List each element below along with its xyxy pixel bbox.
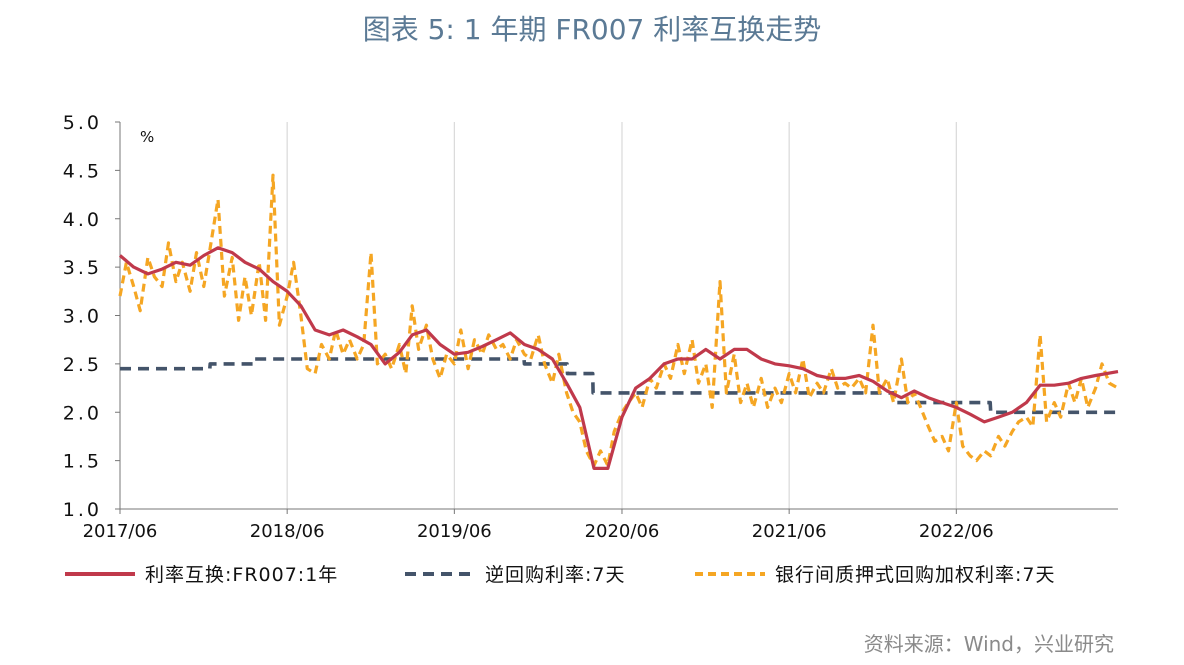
y-tick-label: 4.0 <box>63 209 102 231</box>
legend-label-2: 银行间质押式回购加权利率:7天 <box>775 564 1056 586</box>
x-tick-label: 2020/06 <box>585 521 660 542</box>
x-tick-label: 2018/06 <box>250 521 325 542</box>
legend-label-1: 逆回购利率:7天 <box>485 564 626 586</box>
x-tick-label: 2019/06 <box>417 521 492 542</box>
source-note: 资料来源：Wind，兴业研究 <box>863 632 1114 656</box>
x-tick-label: 2021/06 <box>752 521 827 542</box>
y-axis: 5.0 4.5 4.0 3.5 3.0 2.5 2.0 1.5 1.0 <box>63 112 121 521</box>
x-tick-label: 2017/06 <box>83 521 158 542</box>
y-tick-label: 2.5 <box>63 354 102 376</box>
series-line-2 <box>118 173 1119 468</box>
y-tick-label: 2.0 <box>63 402 102 424</box>
y-tick-label: 1.0 <box>63 499 102 521</box>
y-tick-label: 3.0 <box>63 306 102 328</box>
y-tick-label: 1.5 <box>63 451 102 473</box>
series-line-0 <box>118 246 1119 470</box>
chart-title: 图表 5: 1 年期 FR007 利率互换走势 <box>362 13 822 46</box>
y-tick-label: 4.5 <box>63 160 102 182</box>
legend: 利率互换:FR007:1年 逆回购利率:7天 银行间质押式回购加权利率:7天 <box>65 564 1056 586</box>
y-tick-label: 3.5 <box>63 257 102 279</box>
y-tick-label: 5.0 <box>63 112 102 134</box>
legend-label-0: 利率互换:FR007:1年 <box>145 564 338 586</box>
x-axis: 2017/06 2018/06 2019/06 2020/06 2021/06 2022/… <box>83 508 1118 542</box>
unit-label: % <box>140 128 154 146</box>
series-line-1 <box>120 357 1118 415</box>
grid-lines <box>286 122 957 509</box>
plot-area <box>118 173 1119 470</box>
x-tick-label: 2022/06 <box>919 521 994 542</box>
